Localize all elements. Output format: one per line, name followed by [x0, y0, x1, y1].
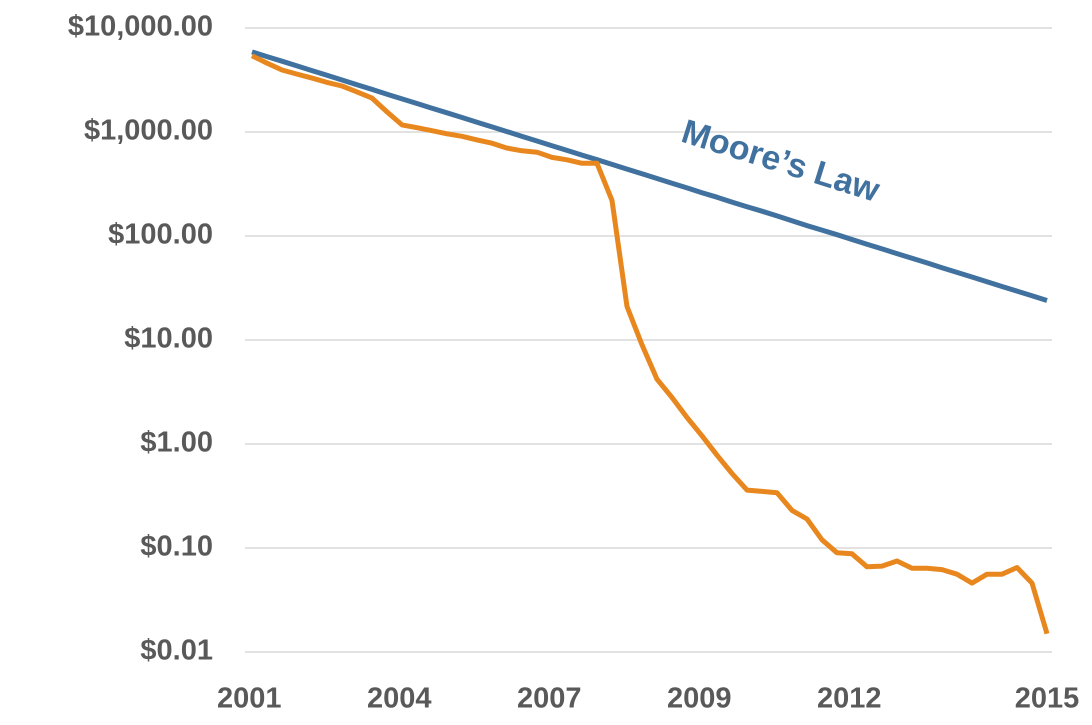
y-tick-label: $1.00: [140, 427, 213, 459]
x-tick-label: 2007: [517, 683, 582, 715]
x-tick-label: 2004: [367, 683, 432, 715]
data-line: [251, 49, 1048, 303]
x-tick-label: 2009: [667, 683, 732, 715]
y-tick-label: $10.00: [124, 323, 213, 355]
x-tick-label: 2015: [1015, 683, 1080, 715]
y-tick-label: $10,000.00: [68, 11, 213, 43]
y-tick-label: $1,000.00: [84, 115, 213, 147]
data-line: [250, 53, 1050, 635]
y-tick-label: $100.00: [108, 219, 213, 251]
y-tick-label: $0.10: [140, 531, 213, 563]
x-tick-label: 2012: [817, 683, 882, 715]
x-tick-label: 2001: [217, 683, 282, 715]
y-tick-label: $0.01: [140, 635, 213, 667]
